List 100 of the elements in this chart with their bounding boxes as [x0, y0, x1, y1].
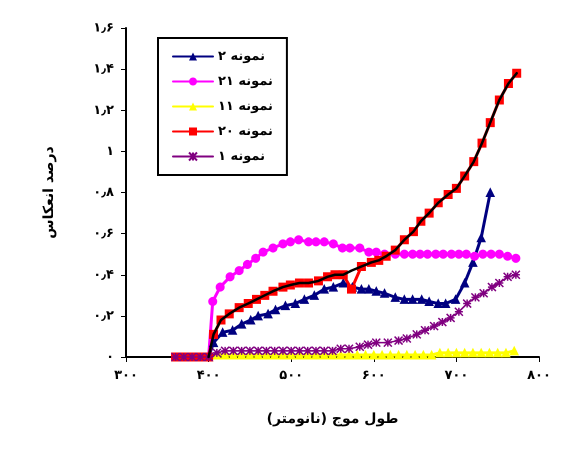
- point: [345, 244, 354, 253]
- y-tick-label: ۱٫۴: [93, 62, 114, 77]
- x-tick-label: ۸۰۰: [527, 368, 551, 383]
- point: [262, 346, 272, 356]
- point: [234, 266, 244, 276]
- point: [268, 244, 278, 253]
- point: [435, 348, 444, 358]
- point: [264, 309, 273, 318]
- point: [394, 350, 404, 360]
- point: [344, 350, 354, 360]
- point: [242, 260, 252, 269]
- point: [208, 296, 218, 306]
- point: [451, 294, 460, 304]
- point: [380, 288, 390, 298]
- point: [328, 239, 338, 248]
- point: [328, 346, 338, 356]
- legend-label: نمونه ۲۰: [218, 124, 273, 139]
- point: [460, 348, 470, 358]
- point: [245, 346, 255, 356]
- point: [310, 290, 319, 300]
- point: [444, 348, 453, 358]
- point: [424, 296, 434, 306]
- point: [408, 294, 418, 304]
- point: [402, 334, 412, 344]
- point: [420, 326, 430, 336]
- point: [487, 282, 497, 292]
- point: [356, 284, 366, 294]
- point: [355, 342, 365, 352]
- y-tick-label: ۰: [106, 350, 114, 364]
- point: [394, 336, 404, 346]
- point: [372, 286, 381, 296]
- point: [476, 348, 486, 358]
- point: [423, 250, 432, 259]
- point: [236, 346, 246, 356]
- point: [246, 315, 256, 324]
- point: [427, 350, 436, 360]
- x-axis-title: طول موج (نانومتر): [266, 411, 398, 427]
- point: [300, 294, 309, 304]
- point: [253, 346, 263, 356]
- point: [258, 248, 268, 257]
- point: [378, 350, 387, 360]
- point: [438, 317, 448, 327]
- point: [320, 284, 329, 294]
- point: [402, 350, 412, 360]
- point: [418, 350, 428, 360]
- point: [493, 348, 502, 358]
- point: [364, 284, 374, 294]
- point: [470, 292, 480, 302]
- point: [417, 294, 426, 304]
- y-tick-label: ۰٫۶: [93, 226, 114, 242]
- point: [328, 282, 338, 292]
- y-tick-label: ۱: [106, 144, 114, 159]
- y-tick-label: ۱٫۶: [93, 20, 114, 36]
- point: [494, 278, 504, 288]
- point: [361, 350, 370, 360]
- point: [431, 250, 440, 259]
- point: [478, 250, 488, 259]
- point: [486, 250, 496, 259]
- point: [484, 348, 494, 358]
- point: [311, 346, 321, 356]
- point: [501, 348, 510, 358]
- point: [412, 330, 422, 340]
- point: [400, 250, 409, 259]
- point: [369, 350, 378, 360]
- point: [386, 350, 395, 360]
- point: [270, 346, 280, 356]
- point: [372, 338, 382, 348]
- point: [344, 344, 354, 354]
- point: [486, 188, 495, 197]
- point: [462, 250, 471, 259]
- point: [434, 299, 443, 308]
- point: [452, 348, 461, 358]
- point: [290, 299, 300, 308]
- point: [446, 313, 456, 323]
- point: [355, 244, 364, 253]
- x-tick-label: ۷۰۰: [444, 368, 468, 383]
- point: [390, 292, 400, 302]
- point: [228, 346, 238, 356]
- point: [286, 346, 296, 356]
- x-tick-label: ۴۰۰: [196, 368, 221, 383]
- legend-label: نمونه ۱: [218, 149, 265, 164]
- point: [460, 278, 470, 288]
- legend-label: نمونه ۲: [218, 49, 265, 64]
- point: [503, 252, 512, 261]
- point: [438, 250, 448, 259]
- x-tick-label: ۳۰۰: [114, 368, 138, 383]
- point: [454, 250, 464, 259]
- legend-label: نمونه ۲۱: [218, 74, 273, 89]
- point: [338, 278, 348, 288]
- point: [364, 248, 374, 257]
- point: [302, 346, 312, 356]
- point: [476, 233, 486, 242]
- point: [338, 244, 347, 253]
- point: [280, 301, 290, 310]
- x-tick-label: ۶۰۰: [362, 368, 386, 383]
- point: [294, 235, 304, 244]
- point: [336, 344, 346, 354]
- point: [470, 252, 480, 261]
- point: [363, 340, 373, 350]
- point: [429, 321, 439, 331]
